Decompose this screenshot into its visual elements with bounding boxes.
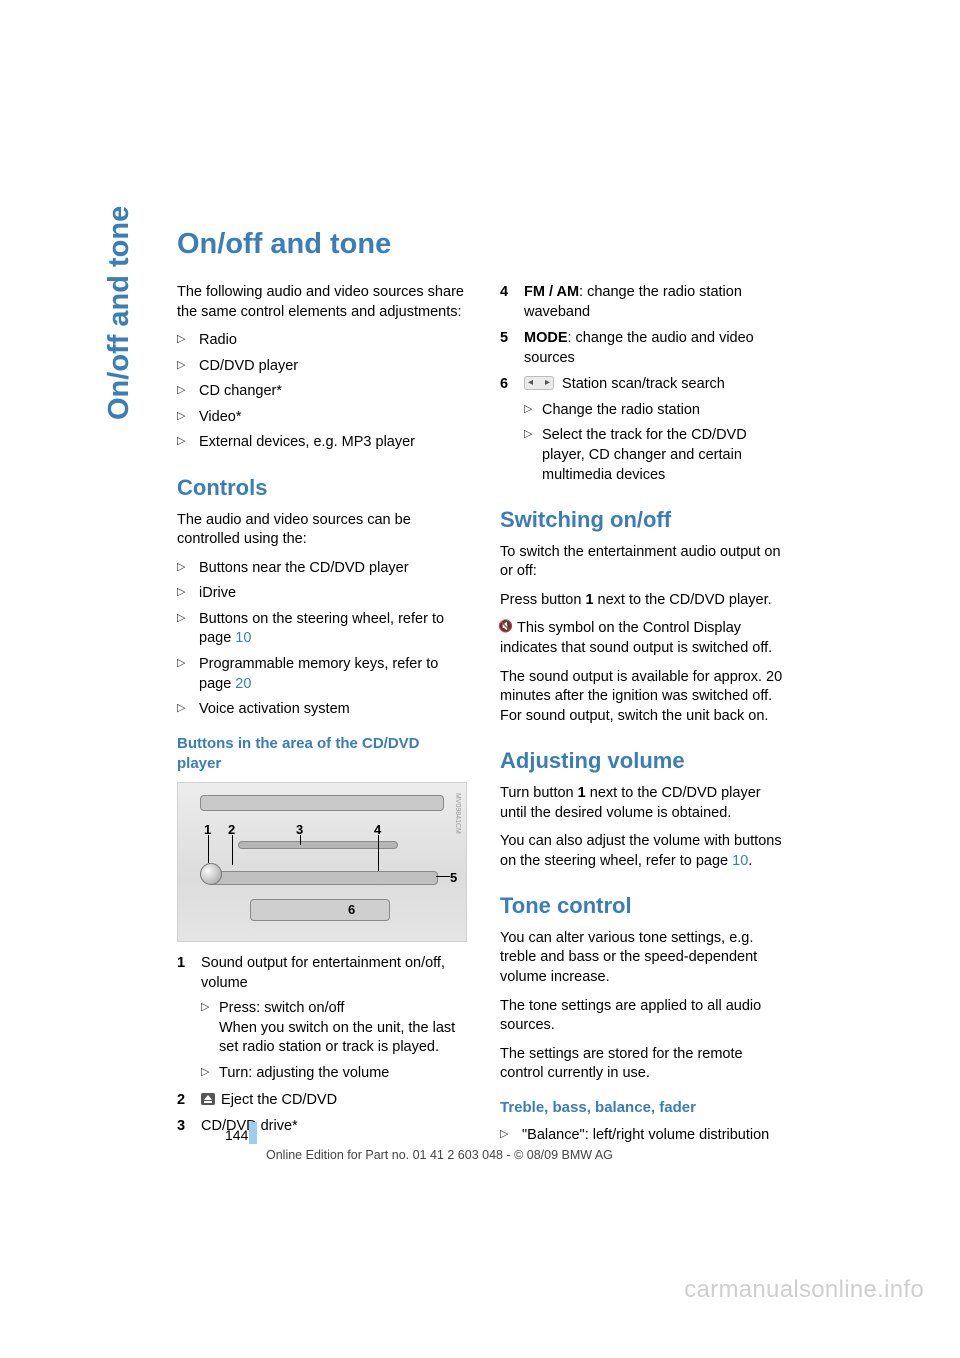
fig-label-6: 6	[348, 901, 355, 919]
list-item: 2 Eject the CD/DVD	[177, 1091, 467, 1111]
list-item: Programmable memory keys, refer to page …	[177, 655, 467, 694]
list-item: 1 Sound output for entertainment on/off,…	[177, 954, 467, 1083]
item-number: 1	[177, 954, 185, 974]
list-item: 6 Station scan/track search Change the r…	[500, 375, 790, 485]
body-text: To switch the entertainment audio output…	[500, 543, 790, 582]
treble-heading: Treble, bass, balance, fader	[500, 1098, 790, 1118]
fig-label-5: 5	[450, 869, 457, 887]
tone-heading: Tone control	[500, 891, 790, 921]
left-column: The following audio and video sources sh…	[177, 283, 467, 1144]
watermark: carmanualsonline.info	[684, 1274, 924, 1306]
list-item: Press: switch on/off When you switch on …	[201, 999, 467, 1058]
list-item: Change the radio station	[524, 401, 790, 421]
treble-list: "Balance": left/right volume distributio…	[500, 1126, 790, 1146]
list-item: CD changer*	[177, 382, 467, 402]
list-item: Radio	[177, 331, 467, 351]
list-item: Buttons near the CD/DVD player	[177, 559, 467, 579]
list-item: Video*	[177, 408, 467, 428]
page-title: On/off and tone	[177, 225, 391, 264]
page-ref[interactable]: 10	[732, 853, 748, 869]
list-item: 5 MODE: change the audio and video sourc…	[500, 329, 790, 368]
body-text: The settings are stored for the remote c…	[500, 1045, 790, 1084]
list-item: Select the track for the CD/DVD player, …	[524, 426, 790, 485]
body-text: This symbol on the Control Display indic…	[500, 619, 790, 658]
page-number: 144	[225, 1126, 248, 1145]
cd-dvd-player-figure: 1 2 3 4 5 6 MV09841CM	[177, 782, 467, 942]
list-item: CD/DVD player	[177, 357, 467, 377]
list-item: "Balance": left/right volume distributio…	[500, 1126, 790, 1146]
volume-heading: Adjusting volume	[500, 746, 790, 776]
eject-icon	[201, 1093, 215, 1105]
page-number-marker	[249, 1122, 257, 1144]
button-descriptions-cont: 4 FM / AM: change the radio station wave…	[500, 283, 790, 485]
body-text: The tone settings are applied to all aud…	[500, 997, 790, 1036]
switching-heading: Switching on/off	[500, 505, 790, 535]
item-number: 3	[177, 1117, 185, 1137]
figure-credit: MV09841CM	[453, 793, 462, 834]
item-number: 2	[177, 1091, 185, 1111]
list-item: Buttons on the steering wheel, refer to …	[177, 610, 467, 649]
item-number: 6	[500, 375, 508, 395]
controls-list: Buttons near the CD/DVD player iDrive Bu…	[177, 559, 467, 720]
controls-heading: Controls	[177, 473, 467, 503]
scan-icon	[524, 376, 554, 390]
intro-text: The following audio and video sources sh…	[177, 283, 467, 322]
item-number: 5	[500, 329, 508, 349]
edition-footer: Online Edition for Part no. 01 41 2 603 …	[266, 1147, 613, 1164]
sources-list: Radio CD/DVD player CD changer* Video* E…	[177, 331, 467, 453]
body-text: Press button 1 next to the CD/DVD player…	[500, 591, 790, 611]
page-ref[interactable]: 20	[235, 676, 251, 692]
list-item: Voice activation system	[177, 700, 467, 720]
item-number: 4	[500, 283, 508, 303]
right-column: 4 FM / AM: change the radio station wave…	[500, 283, 790, 1155]
button-descriptions: 1 Sound output for entertainment on/off,…	[177, 954, 467, 1137]
page-ref[interactable]: 10	[235, 630, 251, 646]
body-text: The sound output is available for approx…	[500, 668, 790, 727]
sidebar-section-title: On/off and tone	[100, 206, 139, 420]
list-item: iDrive	[177, 584, 467, 604]
body-text: You can alter various tone settings, e.g…	[500, 929, 790, 988]
list-item: External devices, e.g. MP3 player	[177, 433, 467, 453]
list-item: 4 FM / AM: change the radio station wave…	[500, 283, 790, 322]
buttons-heading: Buttons in the area of the CD/DVD player	[177, 734, 467, 775]
list-item: Turn: adjusting the volume	[201, 1064, 467, 1084]
body-text: You can also adjust the volume with butt…	[500, 832, 790, 871]
body-text: Turn button 1 next to the CD/DVD player …	[500, 784, 790, 823]
list-item: 3 CD/DVD drive*	[177, 1117, 467, 1137]
mute-icon	[500, 621, 515, 633]
controls-intro: The audio and video sources can be contr…	[177, 511, 467, 550]
